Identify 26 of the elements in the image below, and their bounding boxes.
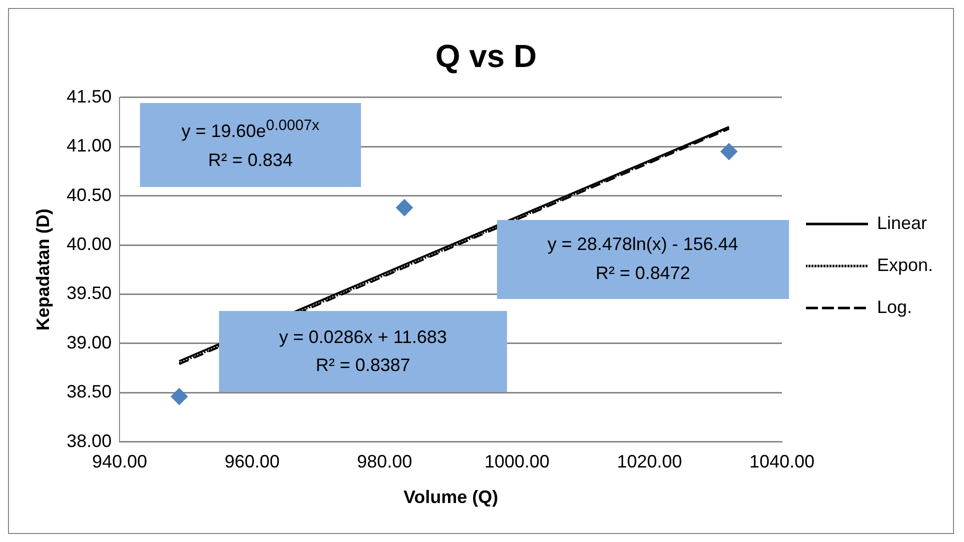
- y-tick-label: 40.00: [66, 234, 112, 254]
- y-tick-label: 39.00: [66, 332, 112, 352]
- x-tick-label: 940.00: [92, 452, 148, 472]
- y-tick-label: 38.50: [66, 382, 112, 402]
- text-box: y = 0.0286x + 11.683 R² = 0.8387: [218, 310, 508, 392]
- y-tick-label: 40.50: [66, 184, 112, 205]
- text-box: y = 28.478ln(x) - 156.44 R² = 0.8472: [497, 220, 789, 299]
- text-box: y = 19.60e$^{0.0007x}$ R² = 0.834: [140, 102, 362, 187]
- y-tick-label: 39.50: [66, 283, 112, 304]
- annotation: y = 19.60e$^{0.0007x}$ R² = 0.834: [181, 116, 320, 172]
- x-tick-label: 1000.00: [484, 452, 550, 472]
- annotation: y = 0.0286x + 11.683 R² = 0.8387: [279, 326, 447, 378]
- legend-label: Expon.: [876, 254, 934, 275]
- y-axis-title: Kepadatan (D): [32, 208, 53, 331]
- x-tick-label: 1040.00: [749, 452, 814, 472]
- chart-title: Q vs D: [435, 38, 537, 74]
- x-tick-label: 960.00: [224, 452, 280, 472]
- legend-label: Linear: [876, 212, 928, 233]
- y-tick-label: 38.00: [66, 430, 112, 451]
- x-tick-label: 980.00: [357, 452, 412, 472]
- annotation: y = 28.478ln(x) - 156.44 R² = 0.8472: [548, 233, 738, 286]
- x-tick-label: 1020.00: [616, 452, 682, 472]
- y-tick-label: 41.00: [66, 136, 112, 156]
- legend-label: Log.: [876, 296, 912, 317]
- x-axis-title: Volume (Q): [403, 487, 498, 508]
- y-tick-label: 41.50: [66, 86, 112, 106]
